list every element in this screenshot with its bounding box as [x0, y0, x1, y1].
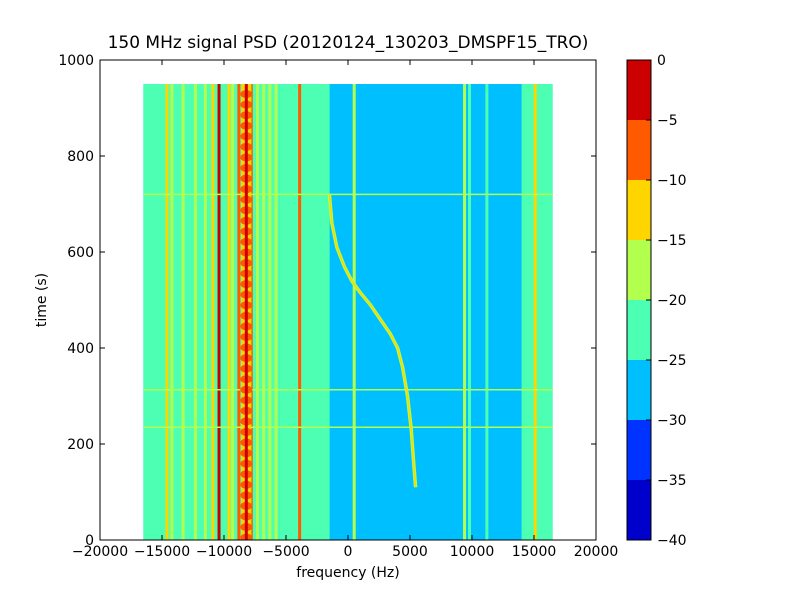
spectral-line — [231, 84, 235, 540]
y-tick-label: 400 — [67, 341, 94, 357]
colorbar-segment — [627, 360, 651, 420]
spectral-line — [326, 84, 330, 540]
spectral-line — [274, 84, 278, 540]
colorbar-segment — [627, 60, 651, 120]
colorbar-tick-label: 0 — [657, 53, 666, 69]
colorbar-tick-label: −35 — [657, 473, 687, 489]
x-tick-label: −10000 — [196, 544, 252, 560]
y-axis-label: time (s) — [34, 273, 50, 327]
spectral-line — [227, 84, 231, 540]
spectral-line — [237, 84, 241, 540]
y-tick-label: 1000 — [58, 53, 94, 69]
x-tick-label: −20000 — [72, 544, 128, 560]
spectral-line — [262, 84, 266, 540]
spectral-line — [298, 84, 302, 540]
x-tick-label: 10000 — [450, 544, 495, 560]
x-tick-label: 5000 — [392, 544, 428, 560]
x-tick-label: −15000 — [134, 544, 190, 560]
colorbar-tick-label: −40 — [657, 533, 687, 549]
spectral-line — [217, 84, 221, 540]
spectral-line — [303, 84, 307, 540]
chart-title: 150 MHz signal PSD (20120124_130203_DMSP… — [108, 33, 589, 53]
x-tick-label: 20000 — [574, 544, 619, 560]
colorbar-tick-label: −5 — [657, 113, 678, 129]
colorbar-segment — [627, 240, 651, 300]
y-tick-label: 600 — [67, 245, 94, 261]
spectral-line — [468, 84, 472, 540]
spectral-line — [255, 84, 259, 540]
spectral-line — [533, 84, 537, 540]
spectral-line — [181, 84, 185, 540]
spectral-line — [314, 84, 318, 540]
colorbar-tick-label: −15 — [657, 233, 687, 249]
spectral-line — [170, 84, 174, 540]
band-region — [193, 84, 280, 540]
spectral-line — [165, 84, 169, 540]
spectral-line — [268, 84, 272, 540]
spectral-line — [485, 84, 489, 540]
spectral-line — [463, 84, 467, 540]
spectral-line — [193, 84, 197, 540]
plot-area — [143, 84, 553, 540]
colorbar-segment — [627, 480, 651, 540]
x-axis: −20000 −15000 −10000 −5000 0 5000 10000 15000 20… — [72, 60, 618, 560]
band-region — [521, 84, 553, 540]
y-tick-label: 800 — [67, 149, 94, 165]
y-tick-label: 0 — [85, 533, 94, 549]
colorbar-segment — [627, 420, 651, 480]
colorbar-tick-label: −25 — [657, 353, 687, 369]
carrier-line — [244, 84, 248, 540]
x-tick-label: 0 — [344, 544, 353, 560]
colorbar-tick-label: −30 — [657, 413, 687, 429]
colorbar-segment — [627, 300, 651, 360]
y-axis: 0 200 400 600 800 1000 — [58, 53, 596, 549]
x-tick-label: −5000 — [262, 544, 309, 560]
colorbar-segment — [627, 180, 651, 240]
spectral-line — [528, 84, 532, 540]
colorbar-tick-label: −10 — [657, 173, 687, 189]
y-tick-label: 200 — [67, 437, 94, 453]
x-tick-label: 15000 — [512, 544, 557, 560]
spectral-line — [211, 84, 215, 540]
spectral-line — [352, 84, 356, 540]
doppler-trace — [328, 194, 417, 488]
colorbar-segment — [627, 120, 651, 180]
spectral-line — [203, 84, 207, 540]
colorbar: −40 −35 −30 −25 −20 −15 −10 −5 0 — [626, 53, 687, 549]
x-axis-label: frequency (Hz) — [296, 565, 399, 581]
colorbar-tick-label: −20 — [657, 293, 687, 309]
